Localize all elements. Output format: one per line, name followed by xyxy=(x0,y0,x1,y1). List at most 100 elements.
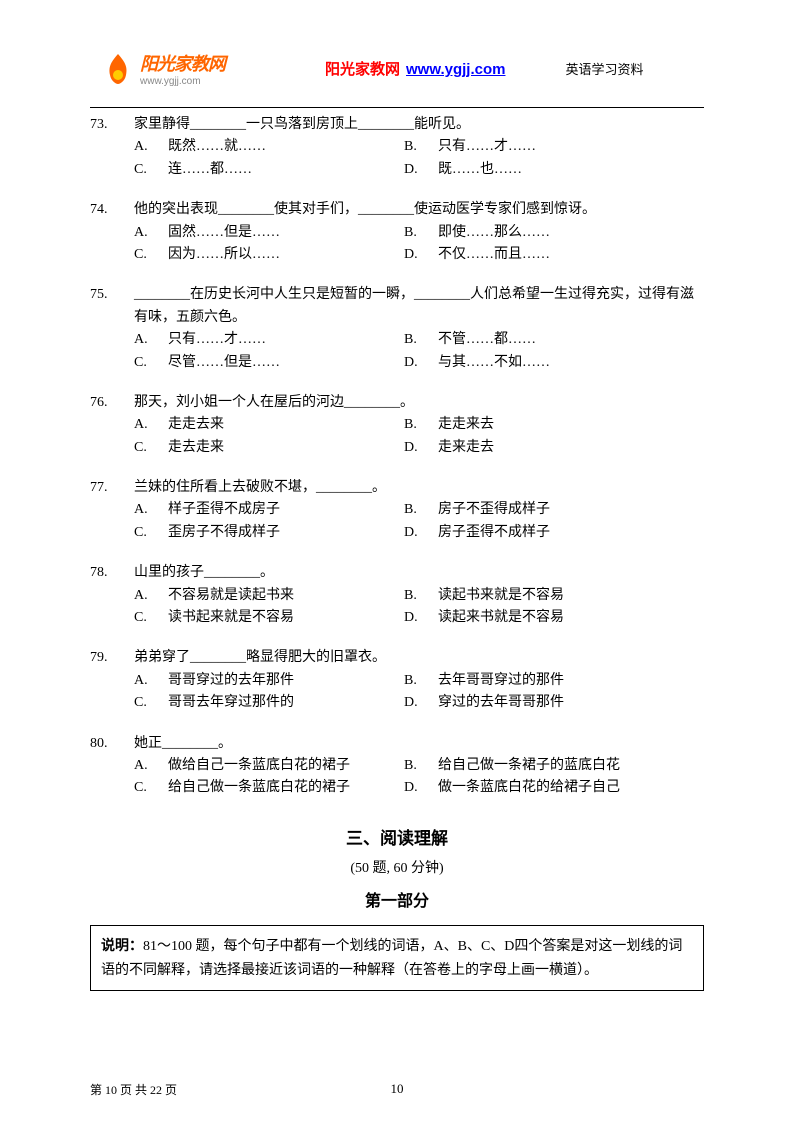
option-b[interactable]: B.读起书来就是不容易 xyxy=(404,585,564,607)
option-text: 做一条蓝底白花的给裙子自己 xyxy=(438,777,620,799)
option-text: 与其……不如…… xyxy=(438,352,550,374)
question-stem: 山里的孩子________。 xyxy=(134,562,704,584)
option-letter: C. xyxy=(134,352,168,374)
option-letter: A. xyxy=(134,414,168,436)
option-text: 给自己做一条裙子的蓝底白花 xyxy=(438,755,620,777)
question-options: A.做给自己一条蓝底白花的裙子C.给自己做一条蓝底白花的裙子B.给自己做一条裙子… xyxy=(90,755,704,800)
logo-main-text: 阳光家教网 xyxy=(140,50,225,76)
question-number: 80. xyxy=(90,733,134,755)
question-options: A.样子歪得不成房子C.歪房子不得成样子B.房子不歪得成样子D.房子歪得不成样子 xyxy=(90,499,704,544)
option-letter: B. xyxy=(404,222,438,244)
option-letter: B. xyxy=(404,499,438,521)
option-text: 走来走去 xyxy=(438,437,494,459)
option-a[interactable]: A.样子歪得不成房子 xyxy=(134,499,404,521)
option-text: 走去走来 xyxy=(168,437,224,459)
option-text: 不管……都…… xyxy=(438,329,536,351)
option-c[interactable]: C.歪房子不得成样子 xyxy=(134,522,404,544)
question-options: A.既然……就……C.连……都……B.只有……才……D.既……也…… xyxy=(90,136,704,181)
option-letter: B. xyxy=(404,755,438,777)
question-stem: 弟弟穿了________略显得肥大的旧罩衣。 xyxy=(134,647,704,669)
option-letter: C. xyxy=(134,522,168,544)
option-b[interactable]: B.只有……才…… xyxy=(404,136,536,158)
question-options: A.只有……才……C.尽管……但是……B.不管……都……D.与其……不如…… xyxy=(90,329,704,374)
option-c[interactable]: C.连……都…… xyxy=(134,159,404,181)
footer-page-number: 10 xyxy=(90,1081,704,1097)
option-text: 给自己做一条蓝底白花的裙子 xyxy=(168,777,350,799)
option-b[interactable]: B.走走来去 xyxy=(404,414,494,436)
option-text: 样子歪得不成房子 xyxy=(168,499,280,521)
option-letter: A. xyxy=(134,222,168,244)
option-text: 只有……才…… xyxy=(438,136,536,158)
header-center: 阳光家教网 www.ygjj.com xyxy=(325,58,505,79)
option-letter: A. xyxy=(134,329,168,351)
question-stem: 他的突出表现________使其对手们，________使运动医学专家们感到惊讶… xyxy=(134,199,704,221)
option-d[interactable]: D.穿过的去年哥哥那件 xyxy=(404,692,564,714)
option-d[interactable]: D.读起来书就是不容易 xyxy=(404,607,564,629)
option-a[interactable]: A.只有……才…… xyxy=(134,329,404,351)
option-b[interactable]: B.房子不歪得成样子 xyxy=(404,499,550,521)
option-letter: D. xyxy=(404,522,438,544)
question-stem: 那天，刘小姐一个人在屋后的河边________。 xyxy=(134,392,704,414)
option-letter: D. xyxy=(404,437,438,459)
option-letter: D. xyxy=(404,159,438,181)
option-d[interactable]: D.做一条蓝底白花的给裙子自己 xyxy=(404,777,620,799)
option-text: 房子歪得不成样子 xyxy=(438,522,550,544)
option-text: 做给自己一条蓝底白花的裙子 xyxy=(168,755,350,777)
header-url-link[interactable]: www.ygjj.com xyxy=(406,61,505,78)
option-a[interactable]: A.固然……但是…… xyxy=(134,222,404,244)
option-text: 歪房子不得成样子 xyxy=(168,522,280,544)
option-text: 走走来去 xyxy=(438,414,494,436)
option-d[interactable]: D.走来走去 xyxy=(404,437,494,459)
option-letter: C. xyxy=(134,244,168,266)
option-b[interactable]: B.不管……都…… xyxy=(404,329,550,351)
option-a[interactable]: A.既然……就…… xyxy=(134,136,404,158)
option-text: 既然……就…… xyxy=(168,136,266,158)
option-letter: C. xyxy=(134,777,168,799)
option-c[interactable]: C.因为……所以…… xyxy=(134,244,404,266)
option-b[interactable]: B.给自己做一条裙子的蓝底白花 xyxy=(404,755,620,777)
option-text: 房子不歪得成样子 xyxy=(438,499,550,521)
question-number: 76. xyxy=(90,392,134,414)
logo-text: 阳光家教网 www.ygjj.com xyxy=(140,50,225,87)
header-brand: 阳光家教网 xyxy=(325,58,400,79)
option-text: 因为……所以…… xyxy=(168,244,280,266)
option-text: 穿过的去年哥哥那件 xyxy=(438,692,564,714)
option-b[interactable]: B.去年哥哥穿过的那件 xyxy=(404,670,564,692)
instruction-text: 81～100 题，每个句子中都有一个划线的词语，A、B、C、D四个答案是对这一划… xyxy=(101,939,682,978)
question-stem: 兰妹的住所看上去破败不堪，________。 xyxy=(134,477,704,499)
option-letter: C. xyxy=(134,692,168,714)
option-text: 走走去来 xyxy=(168,414,224,436)
option-c[interactable]: C.尽管……但是…… xyxy=(134,352,404,374)
option-b[interactable]: B.即使……那么…… xyxy=(404,222,550,244)
question-80: 80.她正________。A.做给自己一条蓝底白花的裙子C.给自己做一条蓝底白… xyxy=(90,733,704,800)
option-letter: D. xyxy=(404,692,438,714)
option-text: 只有……才…… xyxy=(168,329,266,351)
instruction-box: 说明：81～100 题，每个句子中都有一个划线的词语，A、B、C、D四个答案是对… xyxy=(90,925,704,992)
option-c[interactable]: C.走去走来 xyxy=(134,437,404,459)
logo-sub-text: www.ygjj.com xyxy=(140,76,225,87)
page-header: 阳光家教网 www.ygjj.com 阳光家教网 www.ygjj.com 英语… xyxy=(90,50,704,87)
option-text: 不仅……而且…… xyxy=(438,244,550,266)
option-a[interactable]: A.不容易就是读起书来 xyxy=(134,585,404,607)
option-letter: B. xyxy=(404,329,438,351)
option-d[interactable]: D.不仅……而且…… xyxy=(404,244,550,266)
option-c[interactable]: C.给自己做一条蓝底白花的裙子 xyxy=(134,777,404,799)
option-letter: A. xyxy=(134,755,168,777)
option-d[interactable]: D.房子歪得不成样子 xyxy=(404,522,550,544)
option-c[interactable]: C.读书起来就是不容易 xyxy=(134,607,404,629)
option-text: 去年哥哥穿过的那件 xyxy=(438,670,564,692)
option-a[interactable]: A.走走去来 xyxy=(134,414,404,436)
option-a[interactable]: A.做给自己一条蓝底白花的裙子 xyxy=(134,755,404,777)
option-a[interactable]: A.哥哥穿过的去年那件 xyxy=(134,670,404,692)
option-d[interactable]: D.既……也…… xyxy=(404,159,536,181)
option-letter: B. xyxy=(404,136,438,158)
question-number: 78. xyxy=(90,562,134,584)
option-c[interactable]: C.哥哥去年穿过那件的 xyxy=(134,692,404,714)
header-divider xyxy=(90,107,704,108)
option-text: 哥哥穿过的去年那件 xyxy=(168,670,294,692)
logo: 阳光家教网 www.ygjj.com xyxy=(100,50,225,87)
option-d[interactable]: D.与其……不如…… xyxy=(404,352,550,374)
option-letter: C. xyxy=(134,607,168,629)
option-letter: B. xyxy=(404,670,438,692)
option-text: 尽管……但是…… xyxy=(168,352,280,374)
